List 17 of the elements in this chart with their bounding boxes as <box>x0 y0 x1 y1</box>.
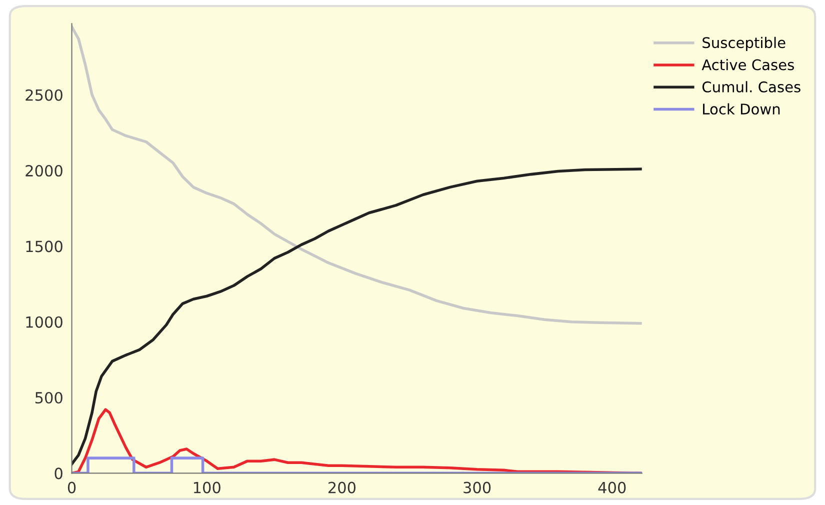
line-series <box>72 168 642 466</box>
y-tick-label: 1000 <box>26 316 62 328</box>
y-tick-label: 2500 <box>26 89 62 101</box>
line-series <box>72 25 642 325</box>
y-tick-label: 500 <box>35 392 62 404</box>
y-tick-label: 1500 <box>26 240 62 252</box>
legend-label: Lock Down <box>703 103 780 115</box>
y-tick-label: 0 <box>54 468 62 480</box>
x-tick-label: 300 <box>464 482 491 494</box>
legend-label: Active Cases <box>702 58 794 70</box>
x-tick-label: 400 <box>598 482 626 494</box>
legend-label: Susceptible <box>702 36 786 51</box>
legend-label: Cumul. Cases <box>702 81 800 92</box>
y-tick-label: 2000 <box>26 164 62 177</box>
x-tick-label: 100 <box>194 482 220 494</box>
x-tick-label: 200 <box>328 482 356 494</box>
x-tick-label: 0 <box>68 482 76 494</box>
